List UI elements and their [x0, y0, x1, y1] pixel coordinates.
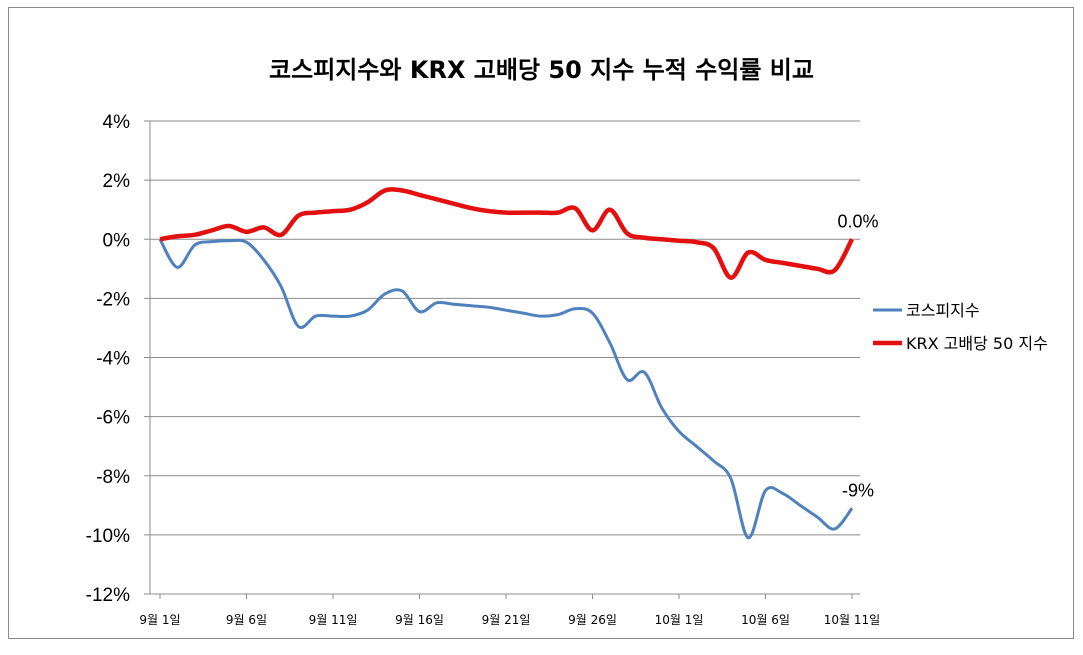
x-tick-label: 9월 26일	[568, 613, 617, 627]
y-tick-label: 4%	[103, 112, 131, 133]
legend-label-kospi: 코스피지수	[906, 301, 980, 320]
x-tick-label: 9월 11일	[309, 613, 358, 627]
end-value-label-krx-high-dividend-50: 0.0%	[837, 211, 878, 231]
y-tick-label: -12%	[86, 585, 130, 606]
x-tick-label: 10월 1일	[655, 613, 704, 627]
x-tick-label: 9월 16일	[395, 613, 444, 627]
y-tick-label: -8%	[96, 467, 130, 488]
y-tick-label: -4%	[96, 349, 130, 370]
y-tick-label: 0%	[103, 230, 131, 251]
y-tick-label: 2%	[103, 171, 131, 192]
x-tick-label: 10월 6일	[741, 613, 790, 627]
y-tick-label: -2%	[96, 289, 130, 310]
x-tick-label: 9월 6일	[226, 613, 267, 627]
x-tick-label: 9월 21일	[482, 613, 531, 627]
x-tick-label: 9월 1일	[139, 613, 180, 627]
chart-title: 코스피지수와 KRX 고배당 50 지수 누적 수익률 비교	[269, 56, 814, 84]
y-tick-label: -10%	[86, 526, 130, 547]
legend-label-krx-high-dividend-50: KRX 고배당 50 지수	[906, 334, 1048, 353]
series-line-krx-high-dividend-50	[159, 187, 854, 280]
y-tick-label: -6%	[96, 408, 130, 429]
series-line-kospi	[158, 238, 854, 540]
x-tick-label: 10월 11일	[824, 613, 880, 627]
chart-frame	[8, 7, 1074, 639]
end-value-label-kospi: -9%	[842, 480, 874, 500]
